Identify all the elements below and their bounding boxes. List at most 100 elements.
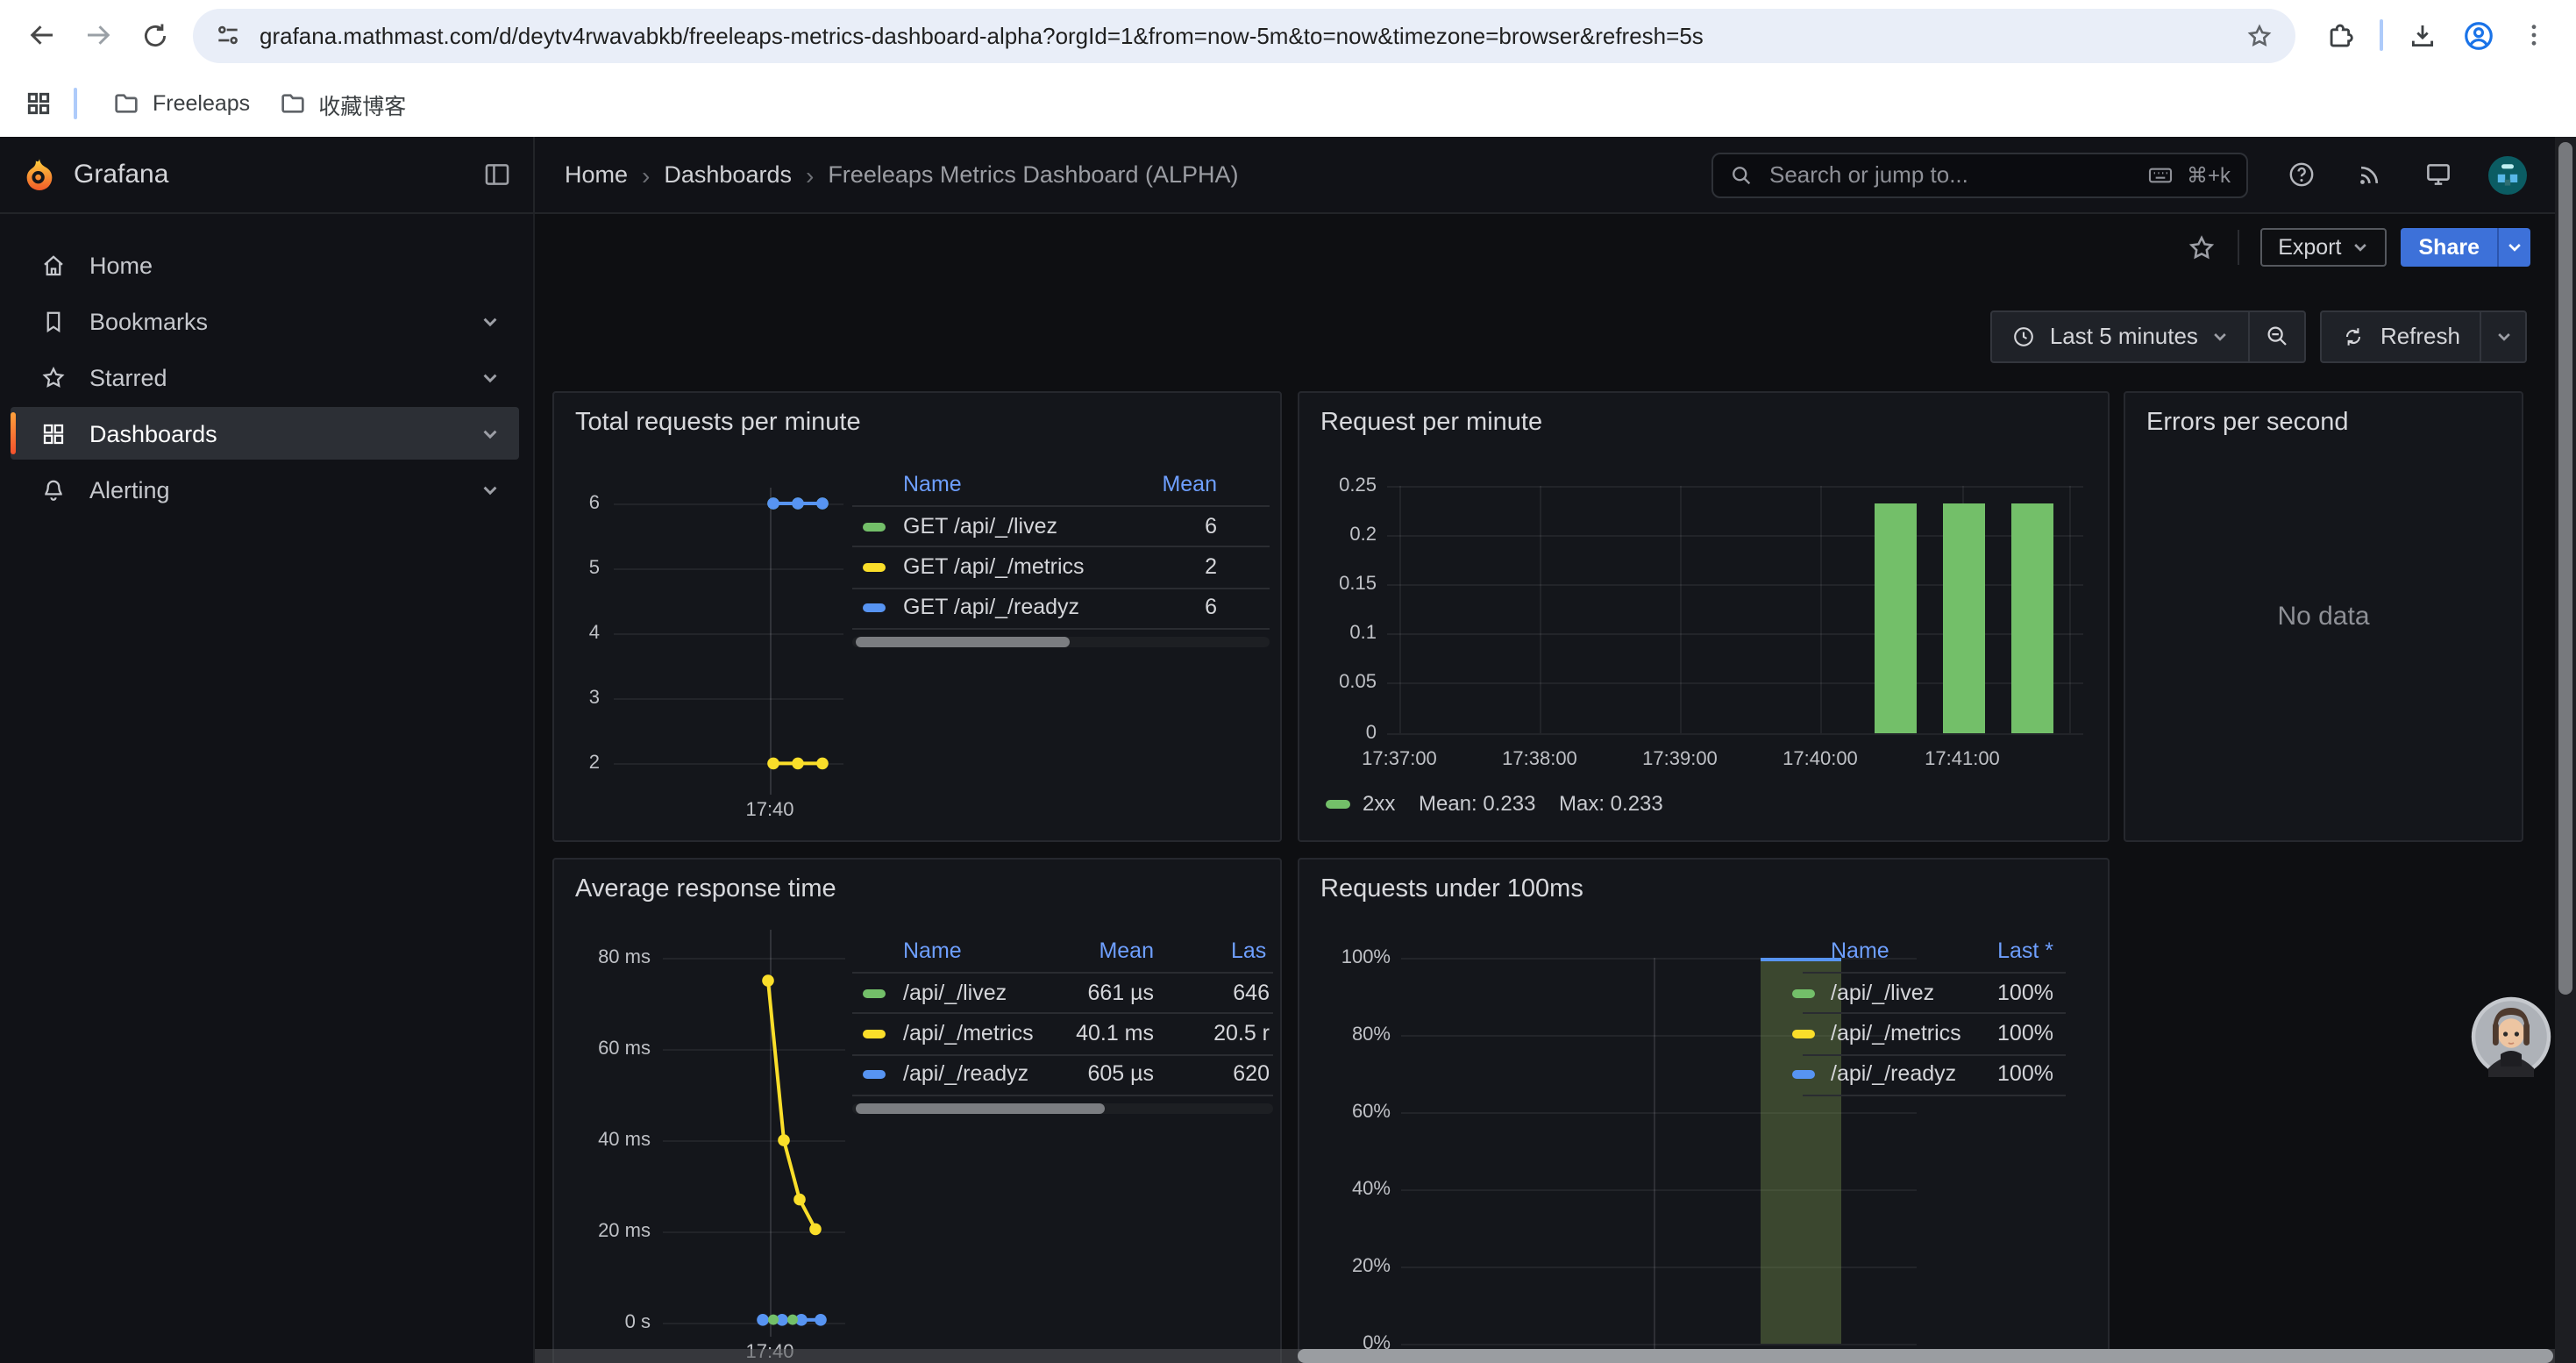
y-axis-tick: 20 ms [573,1223,651,1242]
chevron-down-icon[interactable] [480,424,500,443]
sidebar-item-alerting[interactable]: Alerting [11,463,519,516]
legend-swatch[interactable] [1326,800,1350,809]
help-button[interactable] [2287,160,2316,189]
legend-header[interactable]: Name [903,940,1061,962]
user-avatar[interactable] [2488,155,2527,194]
bookmark-folder-blogs[interactable]: 收藏博客 [264,80,420,127]
table-separator [852,628,1270,630]
bookmarks-bar: Freeleaps 收藏博客 [0,70,2576,137]
refresh-button[interactable]: Refresh [2323,311,2480,360]
sidebar-item-dashboards[interactable]: Dashboards [11,407,519,460]
breadcrumb-home[interactable]: Home [565,161,628,188]
refresh-interval-button[interactable] [2480,311,2525,360]
legend-name[interactable]: GET /api/_/readyz [903,596,1140,618]
share-menu-button[interactable] [2497,228,2530,267]
assistant-avatar[interactable] [2471,996,2551,1077]
dock-menu-button[interactable] [482,160,512,189]
sidebar-item-bookmarks[interactable]: Bookmarks [11,295,519,347]
display-button[interactable] [2423,160,2453,189]
actions-divider [2238,230,2239,265]
y-axis-tick: 60 ms [573,1040,651,1060]
legend-value: 6 [1112,516,1217,538]
search-box[interactable]: ⌘+k [1711,152,2248,197]
panel-title[interactable]: Errors per second [2146,409,2349,437]
legend-swatch[interactable] [863,523,886,532]
panel-title[interactable]: Requests under 100ms [1320,875,1583,903]
horizontal-scrollbar-thumb[interactable] [1298,1349,2553,1363]
sidebar-item-home[interactable]: Home [11,239,519,291]
sidebar-item-label: Alerting [89,476,170,503]
bookmark-star-icon[interactable] [2245,20,2274,50]
table-separator [852,546,1270,547]
legend-name[interactable]: GET /api/_/metrics [903,556,1140,578]
panel-viz: 6543217:40NameMeanGET /api/_/livez6GET /… [554,393,1280,840]
y-axis-tick: 100% [1313,949,1391,968]
downloads-button[interactable] [2394,7,2450,63]
news-button[interactable] [2355,160,2385,189]
horizontal-scrollbar[interactable] [535,1349,2555,1363]
legend-swatch[interactable] [863,1070,886,1079]
vertical-scrollbar-thumb[interactable] [2558,142,2572,995]
legend-value: 6 [1112,596,1217,618]
vertical-scrollbar[interactable] [2555,137,2576,1363]
y-axis-tick: 0.15 [1313,575,1377,595]
legend-header[interactable]: Las [1231,940,1282,962]
legend-swatch[interactable] [863,603,886,612]
legend-header[interactable]: Mean [1049,940,1154,962]
panel-toggle-icon [482,160,512,189]
sidebar-item-starred[interactable]: Starred [11,351,519,403]
url-input[interactable] [256,20,2245,50]
search-input[interactable] [1766,160,2134,189]
y-axis-tick: 80% [1313,1026,1391,1045]
panel-title[interactable]: Request per minute [1320,409,1542,437]
legend-swatch[interactable] [863,1030,886,1038]
table-separator [1803,1095,2066,1096]
url-bar[interactable] [193,8,2295,62]
table-scrollbar-thumb[interactable] [856,1103,1105,1114]
chevron-down-icon[interactable] [480,311,500,331]
legend-swatch[interactable] [863,563,886,572]
panel-title[interactable]: Total requests per minute [575,409,861,437]
legend-value: 620 [1168,1063,1270,1085]
legend-header[interactable]: Last * [1948,940,2053,962]
legend-header[interactable]: Name [903,474,1061,496]
forward-button[interactable] [70,7,126,63]
bookmark-folder-freeleaps[interactable]: Freeleaps [98,82,264,125]
table-scrollbar[interactable] [852,1103,1273,1114]
gridline [770,488,772,795]
export-button[interactable]: Export [2260,228,2387,267]
grafana-logo[interactable] [21,156,58,193]
screen: Freeleaps 收藏博客 Grafana Home › Dashboards [0,0,2576,1363]
time-range-button[interactable]: Last 5 minutes [1992,311,2249,360]
back-button[interactable] [14,7,70,63]
apps-grid-icon[interactable] [25,89,53,118]
legend-swatch[interactable] [1792,989,1815,998]
chevron-down-icon[interactable] [480,368,500,387]
share-button[interactable]: Share [2402,228,2498,267]
star-dashboard-button[interactable] [2187,232,2217,262]
reload-button[interactable] [126,7,182,63]
profile-button[interactable] [2450,7,2506,63]
legend-value: 605 µs [1049,1063,1154,1085]
y-axis-tick: 3 [558,689,600,709]
table-scrollbar-thumb[interactable] [856,637,1070,647]
grafana-app: Grafana Home › Dashboards › Freeleaps Me… [0,137,2576,1363]
panel-title[interactable]: Average response time [575,875,836,903]
legend-swatch[interactable] [1792,1070,1815,1079]
site-settings-icon[interactable] [214,21,242,49]
legend-header[interactable]: Mean [1112,474,1217,496]
y-axis-tick: 2 [558,754,600,774]
breadcrumb-dashboards[interactable]: Dashboards [664,161,792,188]
chevron-down-icon [2506,239,2523,256]
legend-name[interactable]: 2xx [1363,793,1408,814]
chevron-down-icon[interactable] [480,480,500,499]
zoom-out-button[interactable] [2249,311,2305,360]
table-scrollbar[interactable] [852,637,1270,647]
breadcrumb-current: Freeleaps Metrics Dashboard (ALPHA) [828,161,1238,188]
legend-swatch[interactable] [1792,1030,1815,1038]
menu-button[interactable] [2506,7,2562,63]
extensions-button[interactable] [2313,7,2369,63]
legend-swatch[interactable] [863,989,886,998]
legend-value: 20.5 r [1168,1023,1270,1045]
legend-name[interactable]: GET /api/_/livez [903,516,1140,538]
